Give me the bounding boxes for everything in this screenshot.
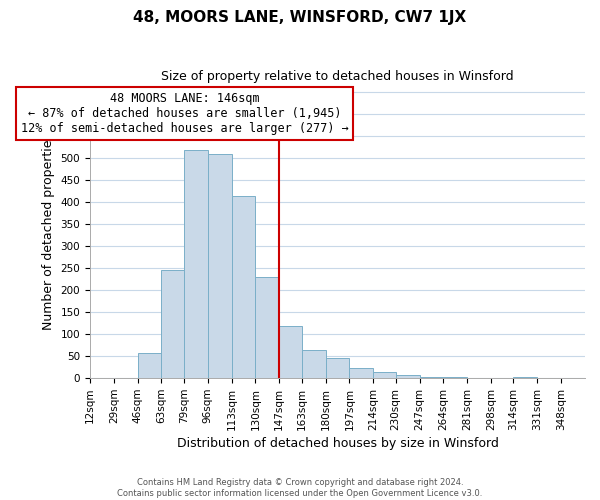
Bar [161,270,184,378]
Bar [256,278,279,378]
Bar [395,374,419,378]
Title: Size of property relative to detached houses in Winsford: Size of property relative to detached ho… [161,70,514,83]
Bar [302,350,326,378]
X-axis label: Distribution of detached houses by size in Winsford: Distribution of detached houses by size … [176,437,499,450]
Bar [419,377,443,378]
Bar [349,368,373,378]
Y-axis label: Number of detached properties: Number of detached properties [42,134,55,330]
Bar [232,196,256,378]
Bar [208,154,232,378]
Bar [184,150,208,378]
Text: Contains HM Land Registry data © Crown copyright and database right 2024.
Contai: Contains HM Land Registry data © Crown c… [118,478,482,498]
Bar [137,353,161,378]
Text: 48, MOORS LANE, WINSFORD, CW7 1JX: 48, MOORS LANE, WINSFORD, CW7 1JX [133,10,467,25]
Bar [373,372,395,378]
Bar [279,326,302,378]
Text: 48 MOORS LANE: 146sqm
← 87% of detached houses are smaller (1,945)
12% of semi-d: 48 MOORS LANE: 146sqm ← 87% of detached … [21,92,349,135]
Bar [326,358,349,378]
